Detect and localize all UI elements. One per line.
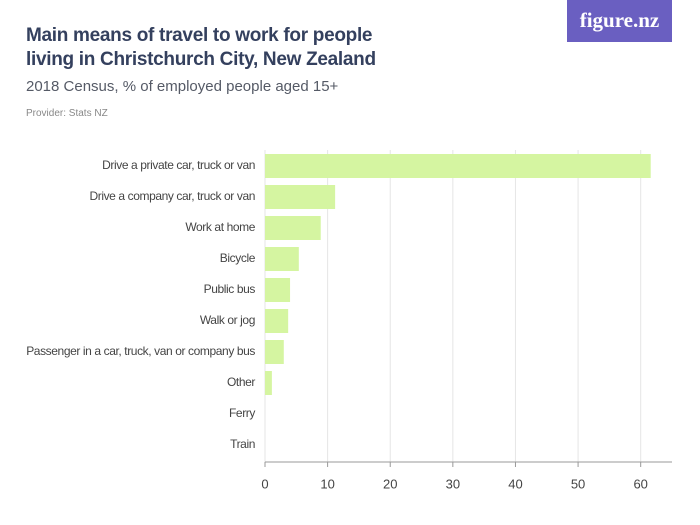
y-tick-label: Drive a private car, truck or van [102, 158, 255, 172]
bar [265, 278, 291, 302]
bar [265, 247, 299, 271]
bar [265, 309, 289, 333]
bar [265, 216, 321, 240]
bar [265, 340, 284, 364]
y-tick-label: Work at home [185, 220, 255, 234]
bar [265, 371, 272, 395]
chart-source: Provider: Stats NZ [26, 108, 108, 119]
y-tick-label: Train [230, 437, 255, 451]
bar [265, 154, 651, 178]
x-tick-label: 60 [633, 476, 647, 491]
y-tick-label: Walk or jog [200, 313, 255, 327]
logo[interactable]: figure.nz [567, 0, 672, 42]
y-tick-label: Ferry [229, 406, 255, 420]
x-tick-label: 40 [508, 476, 522, 491]
x-tick-label: 30 [446, 476, 460, 491]
chart-title: Main means of travel to work for people … [26, 25, 376, 70]
y-tick-label: Other [227, 375, 255, 389]
y-tick-label: Passenger in a car, truck, van or compan… [26, 344, 255, 358]
chart-subtitle: 2018 Census, % of employed people aged 1… [26, 78, 339, 95]
bar [265, 185, 336, 209]
x-tick-label: 20 [383, 476, 397, 491]
y-tick-label: Bicycle [220, 251, 256, 265]
y-tick-label: Drive a company car, truck or van [89, 189, 255, 203]
x-tick-label: 0 [261, 476, 268, 491]
x-tick-label: 50 [571, 476, 585, 491]
y-tick-label: Public bus [204, 282, 256, 296]
x-tick-label: 10 [320, 476, 334, 491]
